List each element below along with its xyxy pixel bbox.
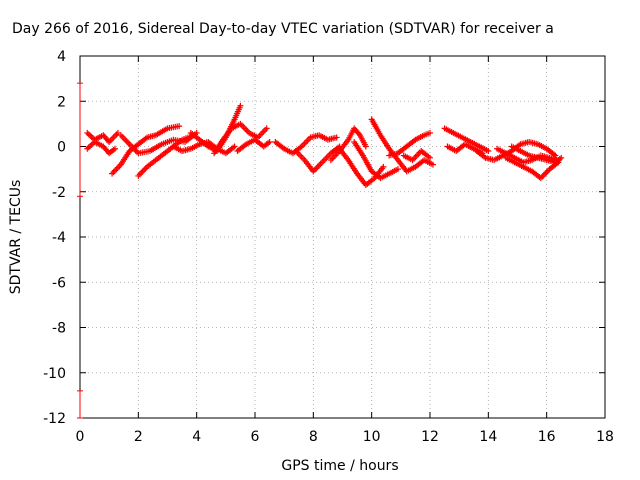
x-tick-label: 6: [251, 429, 260, 445]
x-tick-label: 14: [479, 429, 497, 445]
x-tick-label: 4: [192, 429, 201, 445]
data-point: [427, 154, 433, 161]
data-point: [362, 143, 369, 150]
data-track: [84, 138, 118, 157]
y-tick-label: -8: [52, 321, 66, 337]
plot-frame: [79, 55, 606, 419]
y-tick-label: -10: [43, 366, 66, 382]
data-track: [336, 145, 387, 188]
x-tick-label: 16: [538, 429, 556, 445]
data-track: [400, 148, 433, 164]
y-tick-label: -4: [52, 230, 66, 246]
data-track: [211, 120, 270, 157]
data-point: [380, 163, 387, 170]
chart-title: Day 266 of 2016, Sidereal Day-to-day VTE…: [12, 21, 554, 37]
grid-lines: [80, 56, 605, 418]
data-track: [234, 136, 273, 155]
data-point: [176, 123, 183, 130]
data-point: [85, 144, 92, 151]
y-tick-label: 2: [57, 94, 66, 110]
y-tick-label: 0: [57, 140, 66, 156]
x-tick-label: 12: [421, 429, 439, 445]
data-point: [558, 154, 565, 161]
x-tick-label: 10: [363, 429, 381, 445]
y-tick-label: -12: [43, 411, 66, 427]
x-axis-label: GPS time / hours: [281, 458, 398, 474]
error-bar: [77, 82, 83, 197]
data-track: [170, 138, 238, 157]
error-bar: [77, 390, 83, 419]
y-tick-label: 4: [57, 49, 66, 65]
data-point: [394, 166, 401, 173]
x-tick-label: 0: [76, 429, 85, 445]
data-point: [85, 131, 92, 138]
x-tick-label: 2: [134, 429, 143, 445]
data-point: [87, 143, 94, 150]
data-point: [355, 130, 362, 137]
data-points: [84, 102, 565, 188]
data-track: [351, 138, 401, 182]
data-track: [84, 129, 121, 145]
data-point: [485, 148, 492, 155]
x-axis-ticks: 0 2 4 6 8 10 12 14 16 18: [76, 56, 614, 445]
y-tick-label: -2: [52, 185, 66, 201]
data-point: [333, 134, 340, 141]
y-tick-label: -6: [52, 275, 66, 291]
y-axis-label: SDTVAR / TECUs: [8, 180, 24, 295]
data-point: [427, 129, 433, 136]
error-bars: [77, 82, 83, 419]
data-track: [368, 116, 436, 175]
data-point: [263, 125, 270, 132]
data-track: [386, 129, 433, 159]
data-track: [508, 143, 565, 166]
x-tick-label: 8: [309, 429, 318, 445]
y-axis-ticks: 4 2 0 -2 -4 -6 -8 -10 -12: [43, 49, 605, 427]
data-point: [87, 132, 94, 139]
data-point: [266, 138, 273, 145]
data-point: [84, 129, 91, 136]
x-tick-label: 18: [596, 429, 614, 445]
data-track: [135, 132, 197, 179]
data-point: [237, 102, 244, 109]
data-point: [112, 145, 118, 152]
plot-border: [79, 55, 606, 419]
data-point: [231, 143, 238, 150]
data-track: [441, 125, 492, 155]
data-track: [109, 123, 183, 177]
data-point: [429, 161, 436, 168]
data-track: [292, 143, 343, 175]
data-track: [117, 129, 200, 157]
